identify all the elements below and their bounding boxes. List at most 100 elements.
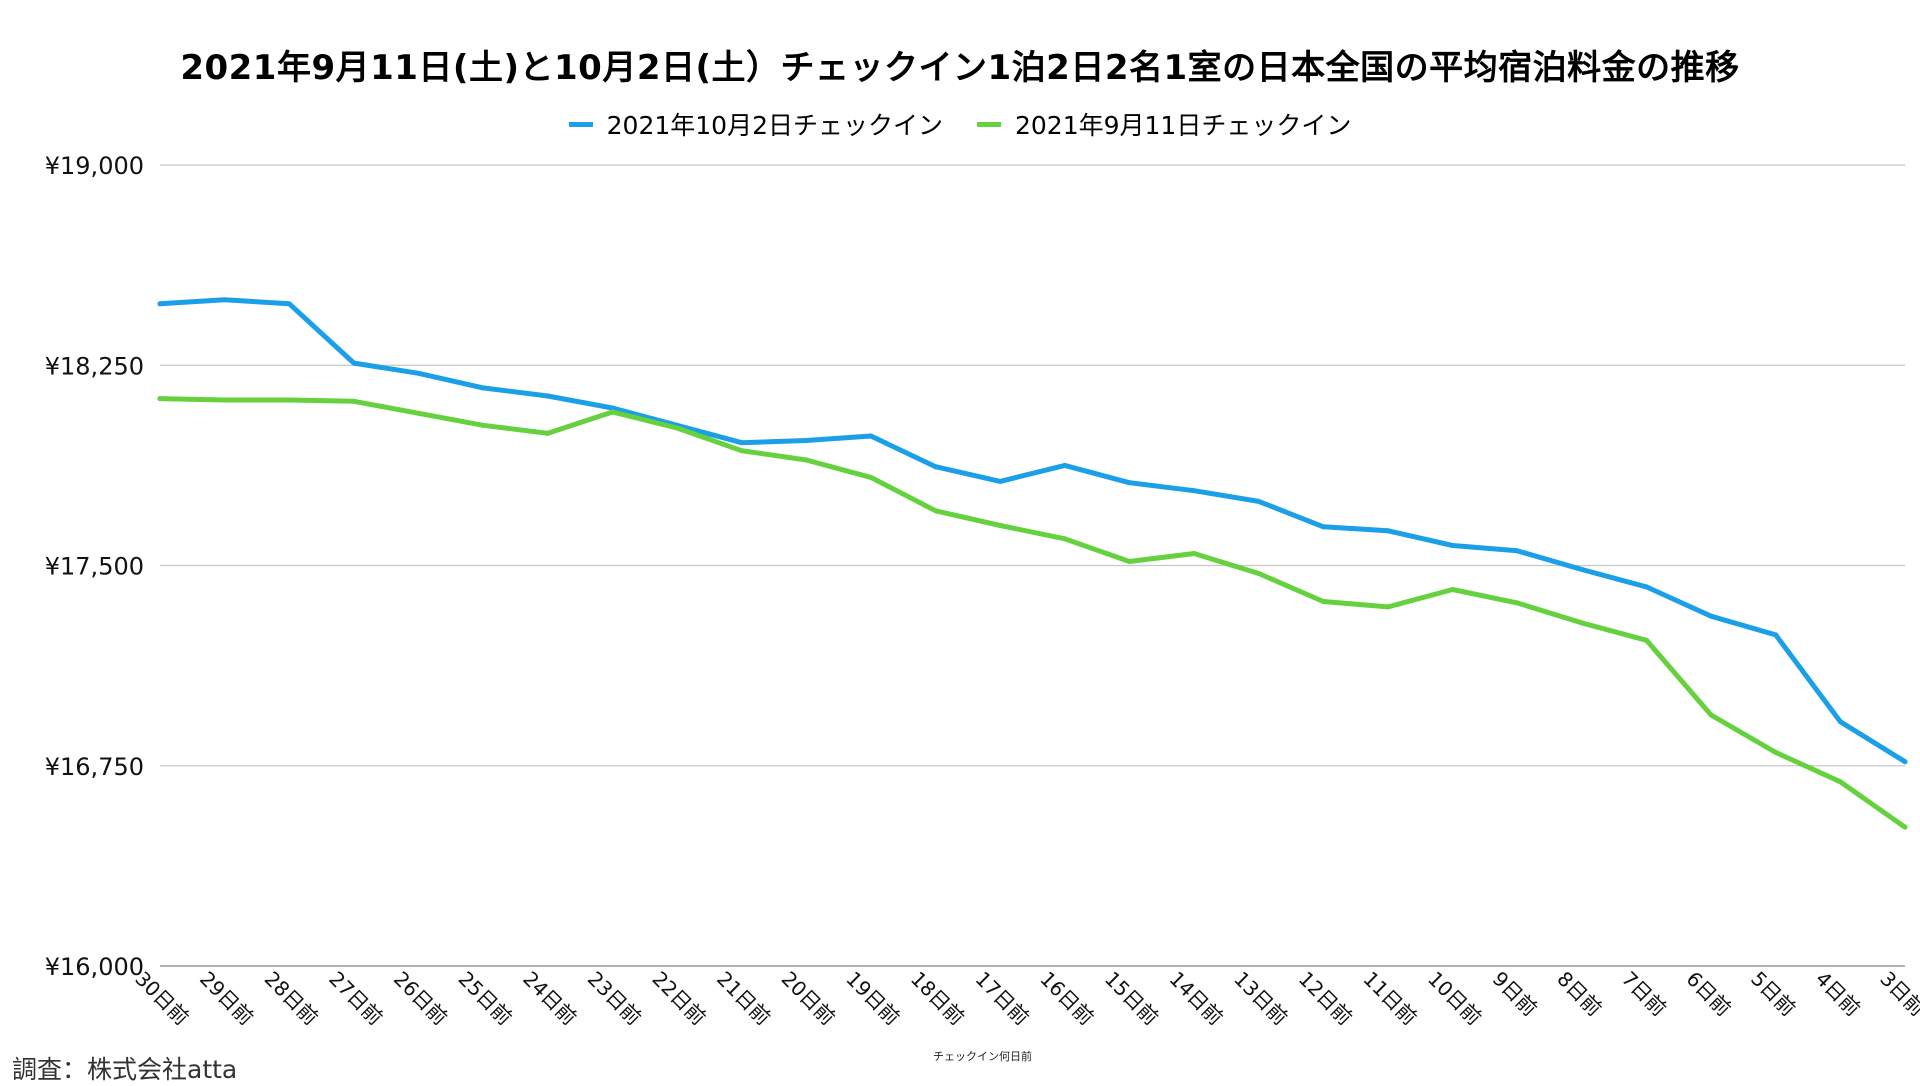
x-tick-label: 11日前 — [1358, 967, 1421, 1030]
data-point — [1126, 480, 1132, 486]
legend-swatch-oct2 — [568, 121, 593, 127]
data-point — [997, 478, 1003, 484]
x-tick-label: 14日前 — [1165, 967, 1228, 1030]
x-tick-label: 12日前 — [1294, 967, 1357, 1030]
data-point — [1320, 524, 1326, 530]
x-tick-label: 9日前 — [1488, 967, 1542, 1021]
data-point — [286, 397, 292, 403]
data-point — [1643, 637, 1649, 643]
data-point — [222, 397, 228, 403]
x-tick-label: 21日前 — [712, 967, 775, 1030]
x-tick-label: 13日前 — [1229, 967, 1292, 1030]
data-point — [1062, 462, 1068, 468]
y-tick-label: ¥18,250 — [45, 352, 144, 380]
y-tick-label: ¥17,500 — [45, 553, 144, 581]
x-tick-label: 26日前 — [389, 967, 452, 1030]
data-point — [1385, 528, 1391, 534]
x-tick-label: 20日前 — [777, 967, 840, 1030]
data-point — [609, 405, 615, 411]
series-line-oct2 — [157, 297, 1908, 765]
data-point — [1450, 542, 1456, 548]
data-point — [1256, 571, 1262, 577]
x-tick-label: 24日前 — [518, 967, 581, 1030]
y-tick-label: ¥19,000 — [45, 152, 144, 180]
legend-item-oct2: 2021年10月2日チェックイン — [568, 106, 943, 142]
x-axis-title: チェックイン何日前 — [933, 1049, 1032, 1063]
data-point — [1708, 712, 1714, 718]
data-point — [1191, 488, 1197, 494]
data-point — [1902, 824, 1908, 830]
data-point — [157, 301, 163, 307]
x-tick-label: 5日前 — [1746, 967, 1800, 1021]
data-point — [286, 301, 292, 307]
data-point — [416, 410, 422, 416]
data-point — [803, 457, 809, 463]
data-point — [1191, 550, 1197, 556]
data-point — [739, 448, 745, 454]
data-point — [545, 430, 551, 436]
data-point — [739, 440, 745, 446]
data-point — [1126, 558, 1132, 564]
x-tick-label: 28日前 — [260, 967, 323, 1030]
data-point — [1643, 584, 1649, 590]
data-point — [351, 360, 357, 366]
legend-item-sep11: 2021年9月11日チェックイン — [977, 106, 1351, 142]
data-point — [1579, 567, 1585, 573]
x-tick-label: 10日前 — [1423, 967, 1486, 1030]
data-point — [1514, 600, 1520, 606]
x-tick-label: 25日前 — [454, 967, 517, 1030]
x-tick-label: 6日前 — [1682, 967, 1736, 1021]
data-point — [609, 409, 615, 415]
legend-label-oct2: 2021年10月2日チェックイン — [606, 111, 943, 140]
x-tick-label: 15日前 — [1100, 967, 1163, 1030]
data-point — [933, 508, 939, 514]
x-tick-label: 17日前 — [971, 967, 1034, 1030]
data-point — [1062, 536, 1068, 542]
data-point — [416, 370, 422, 376]
data-point — [1450, 587, 1456, 593]
data-point — [1320, 599, 1326, 605]
data-point — [674, 425, 680, 431]
data-point — [1837, 719, 1843, 725]
data-point — [1773, 632, 1779, 638]
data-point — [351, 398, 357, 404]
y-tick-label: ¥16,750 — [45, 753, 144, 781]
source-note: 調査：株式会社atta — [12, 1055, 238, 1084]
data-point — [1902, 759, 1908, 765]
data-point — [480, 385, 486, 391]
data-point — [1256, 498, 1262, 504]
data-point — [868, 474, 874, 480]
x-tick-label: 18日前 — [906, 967, 969, 1030]
data-point — [803, 438, 809, 444]
y-tick-label: ¥16,000 — [45, 953, 144, 981]
data-point — [1579, 620, 1585, 626]
x-tick-label: 22日前 — [648, 967, 711, 1030]
data-point — [1837, 779, 1843, 785]
x-tick-label: 23日前 — [583, 967, 646, 1030]
x-tick-label: 27日前 — [324, 967, 387, 1030]
x-tick-label: 30日前 — [130, 967, 193, 1030]
x-tick-label: 4日前 — [1811, 967, 1865, 1021]
data-point — [1708, 613, 1714, 619]
data-point — [222, 297, 228, 303]
x-tick-label: 16日前 — [1035, 967, 1098, 1030]
legend-label-sep11: 2021年9月11日チェックイン — [1015, 111, 1352, 140]
data-point — [1773, 749, 1779, 755]
data-point — [545, 393, 551, 399]
data-point — [933, 464, 939, 470]
x-tick-label: 8日前 — [1552, 967, 1606, 1021]
chart-title: 2021年9月11日(土)と10月2日(土）チェックイン1泊2日2名1室の日本全… — [180, 48, 1740, 88]
data-point — [157, 396, 163, 402]
x-tick-label: 29日前 — [195, 967, 258, 1030]
data-point — [868, 433, 874, 439]
data-point — [480, 422, 486, 428]
legend-swatch-sep11 — [977, 121, 1001, 127]
x-tick-label: 19日前 — [841, 967, 904, 1030]
series-line-sep11 — [157, 396, 1908, 830]
data-point — [1514, 548, 1520, 554]
data-point — [997, 522, 1003, 528]
data-point — [1385, 604, 1391, 610]
x-tick-label: 7日前 — [1617, 967, 1671, 1021]
x-tick-label: 3日前 — [1875, 967, 1920, 1021]
